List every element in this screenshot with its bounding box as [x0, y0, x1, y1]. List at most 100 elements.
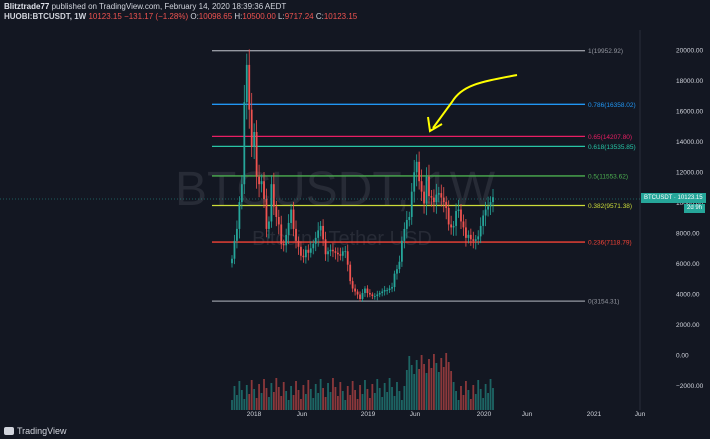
candle-body[interactable]: [346, 251, 349, 265]
candle-body[interactable]: [243, 102, 246, 185]
candle-body[interactable]: [319, 225, 322, 231]
candle-body[interactable]: [307, 249, 310, 253]
candle-body[interactable]: [373, 296, 376, 297]
candle-body[interactable]: [282, 243, 285, 246]
candle-body[interactable]: [240, 184, 243, 203]
candle-body[interactable]: [253, 132, 256, 147]
candle-body[interactable]: [408, 216, 411, 220]
candle-body[interactable]: [309, 248, 312, 253]
candle-body[interactable]: [437, 193, 440, 195]
candle-body[interactable]: [445, 202, 448, 209]
candle-body[interactable]: [263, 181, 265, 200]
candle-body[interactable]: [487, 206, 489, 210]
candle-body[interactable]: [258, 176, 260, 185]
candle-body[interactable]: [336, 252, 339, 255]
candle-body[interactable]: [442, 197, 445, 203]
candle-body[interactable]: [477, 236, 480, 240]
author-name[interactable]: Blitztrade77: [4, 2, 50, 11]
candle-body[interactable]: [361, 293, 364, 299]
fib-retracement[interactable]: 1(19952.92) 0.786(16358.02) 0.65(14207.80)…: [212, 48, 636, 306]
candle-body[interactable]: [489, 202, 492, 207]
candle-body[interactable]: [452, 225, 455, 228]
candle-body[interactable]: [482, 215, 485, 226]
candle-body[interactable]: [238, 202, 241, 229]
candle-body[interactable]: [428, 176, 430, 197]
candle-body[interactable]: [250, 109, 253, 147]
candle-body[interactable]: [393, 273, 396, 288]
candle-body[interactable]: [457, 209, 460, 212]
candle-body[interactable]: [447, 208, 450, 225]
candle-body[interactable]: [425, 176, 428, 204]
candle-body[interactable]: [295, 228, 297, 241]
candle-body[interactable]: [433, 197, 435, 203]
candle-body[interactable]: [349, 264, 352, 282]
candle-body[interactable]: [268, 221, 270, 229]
candle-body[interactable]: [327, 251, 329, 255]
candle-body[interactable]: [474, 239, 477, 241]
candle-body[interactable]: [440, 193, 443, 198]
candle-body[interactable]: [290, 209, 292, 223]
candle-body[interactable]: [233, 240, 236, 259]
candlesticks[interactable]: [231, 49, 494, 302]
candle-body[interactable]: [388, 288, 391, 291]
candle-body[interactable]: [366, 288, 369, 294]
candle-body[interactable]: [420, 181, 423, 192]
candle-body[interactable]: [378, 293, 381, 295]
candle-body[interactable]: [405, 219, 408, 229]
candle-body[interactable]: [272, 184, 275, 207]
candle-body[interactable]: [383, 290, 386, 292]
candle-body[interactable]: [324, 239, 327, 255]
candle-body[interactable]: [462, 221, 465, 228]
candle-body[interactable]: [245, 64, 248, 103]
candle-body[interactable]: [314, 237, 317, 244]
candle-body[interactable]: [255, 132, 258, 177]
candle-body[interactable]: [292, 209, 295, 229]
candle-body[interactable]: [265, 199, 268, 229]
candle-body[interactable]: [398, 261, 401, 270]
candle-body[interactable]: [410, 191, 413, 217]
candle-body[interactable]: [371, 294, 374, 296]
candle-body[interactable]: [484, 209, 487, 216]
candle-body[interactable]: [460, 209, 462, 222]
candle-body[interactable]: [492, 197, 494, 203]
candle-body[interactable]: [275, 206, 278, 217]
candle-body[interactable]: [280, 224, 283, 244]
candle-body[interactable]: [364, 288, 366, 294]
candle-body[interactable]: [297, 240, 300, 247]
candle-body[interactable]: [285, 234, 288, 246]
candle-body[interactable]: [317, 230, 320, 238]
candle-body[interactable]: [430, 196, 433, 198]
candle-body[interactable]: [413, 172, 416, 192]
annotation-arrow[interactable]: [432, 74, 518, 129]
candle-body[interactable]: [396, 269, 398, 274]
candle-body[interactable]: [341, 251, 344, 256]
candle-body[interactable]: [450, 224, 453, 228]
candle-body[interactable]: [359, 294, 361, 299]
candle-body[interactable]: [386, 290, 389, 291]
candle-body[interactable]: [248, 64, 251, 110]
candle-body[interactable]: [403, 228, 406, 241]
candle-body[interactable]: [344, 251, 347, 253]
candle-body[interactable]: [415, 161, 418, 173]
candle-body[interactable]: [435, 194, 438, 203]
candle-body[interactable]: [376, 294, 379, 296]
candle-body[interactable]: [334, 251, 337, 253]
candle-body[interactable]: [270, 184, 273, 222]
candle-body[interactable]: [381, 291, 384, 294]
candle-body[interactable]: [302, 255, 305, 258]
candle-body[interactable]: [391, 287, 393, 289]
candle-body[interactable]: [423, 191, 425, 204]
candle-body[interactable]: [277, 216, 280, 225]
candle-body[interactable]: [354, 288, 357, 292]
candle-body[interactable]: [400, 240, 403, 262]
candle-body[interactable]: [260, 181, 263, 185]
candle-body[interactable]: [479, 225, 482, 237]
candle-body[interactable]: [312, 243, 315, 249]
candle-body[interactable]: [236, 228, 238, 241]
candle-body[interactable]: [467, 234, 470, 238]
candle-body[interactable]: [329, 249, 332, 252]
candle-body[interactable]: [418, 161, 421, 182]
candle-body[interactable]: [304, 249, 307, 258]
candle-body[interactable]: [300, 246, 302, 256]
